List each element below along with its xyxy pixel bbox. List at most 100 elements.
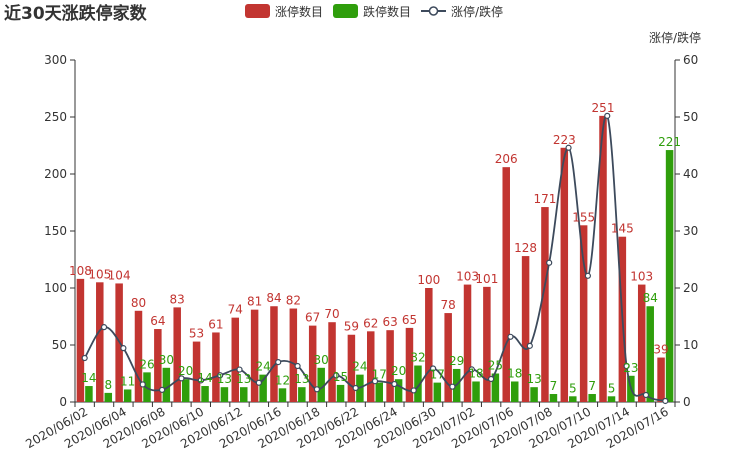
legend-swatch-limit-down [333,4,358,18]
data-label-limit-up: 101 [475,272,498,286]
right-y-tick-label: 60 [683,53,698,67]
ratio-point [604,112,611,119]
ratio-point [217,372,224,379]
bar-limit-down [181,379,190,402]
data-label-limit-up: 67 [305,311,320,325]
data-label-limit-down: 20 [178,364,193,378]
data-label-limit-down: 14 [81,371,96,385]
data-label-limit-up: 53 [189,327,204,341]
bar-limit-down [259,374,267,402]
ratio-point [255,379,262,386]
right-y-tick-label: 20 [683,281,698,295]
data-label-limit-up: 65 [402,313,417,327]
data-label-limit-down: 12 [275,373,290,387]
bar-limit-up [483,286,491,402]
bar-limit-down [491,373,500,402]
data-label-limit-down: 84 [643,291,658,305]
bar-limit-up [444,313,452,402]
bar-limit-up [231,317,240,402]
ratio-point [623,362,630,370]
legend: 涨停数目 跌停数目 涨停/跌停 [245,4,503,19]
bar-limit-down [646,306,654,402]
legend-item-ratio[interactable]: 涨停/跌停 [421,4,503,19]
ratio-point [81,354,88,362]
data-label-limit-up: 78 [441,298,456,312]
right-y-tick-label: 50 [683,110,698,124]
legend-item-limit-down[interactable]: 跌停数目 [333,4,411,19]
data-label-limit-down: 17 [430,368,445,382]
data-label-limit-up: 145 [611,222,634,236]
data-label-limit-down: 11 [120,374,135,388]
bar-limit-up [192,341,201,402]
ratio-point [294,362,301,370]
data-label-limit-down: 24 [352,360,367,374]
data-label-limit-down: 29 [449,354,464,368]
legend-label-ratio: 涨停/跌停 [451,4,503,19]
bar-limit-down [123,389,132,402]
ratio-point [526,342,533,349]
bar-limit-up [328,322,336,402]
data-label-limit-up: 62 [363,316,378,330]
left-y-tick-label: 250 [44,110,67,124]
right-axis-name: 涨停/跌停 [649,30,701,45]
data-label-limit-down: 24 [255,360,270,374]
right-y-tick-label: 40 [683,167,698,181]
data-label-limit-up: 223 [553,133,576,147]
bar-limit-down [607,396,616,402]
right-y-tick-label: 30 [683,224,698,238]
bar-limit-down [85,386,93,402]
bar-limit-down [240,387,248,402]
data-label-limit-down: 26 [139,357,154,371]
ratio-point [642,391,650,399]
ratio-point [120,345,127,352]
ratio-point [158,386,166,393]
right-y-tick-label: 10 [683,338,698,352]
data-label-limit-up: 155 [572,210,595,224]
bar-limit-up [96,282,104,402]
data-label-limit-up: 39 [653,343,668,357]
bar-limit-down [569,396,577,402]
legend-item-limit-up[interactable]: 涨停数目 [245,4,323,19]
data-label-limit-up: 104 [108,268,131,282]
data-label-limit-down: 5 [569,381,577,395]
data-label-limit-down: 18 [507,366,522,380]
left-y-tick-label: 100 [44,281,67,295]
data-label-limit-up: 64 [150,314,165,328]
ratio-point [352,384,359,392]
bar-limit-down [472,381,480,402]
bar-limit-up [250,309,259,402]
data-label-limit-up: 82 [286,294,301,308]
ratio-point [333,372,340,379]
data-label-limit-up: 128 [514,241,537,255]
bar-limit-down [510,381,519,402]
data-label-limit-down: 32 [410,351,425,365]
data-label-limit-up: 206 [495,152,518,166]
ratio-point [584,272,592,279]
bar-limit-down [336,384,345,402]
bar-limit-down [201,386,209,402]
ratio-point [565,144,572,151]
left-y-tick-label: 50 [52,338,67,352]
bar-limit-down [530,387,538,402]
ratio-point [546,259,553,266]
bar-limit-up [579,225,588,402]
data-label-limit-down: 8 [104,378,112,392]
ratio-point [100,324,108,331]
bar-limit-up [541,207,549,402]
ratio-point [507,333,514,340]
left-y-tick-label: 150 [44,224,67,238]
bar-limit-down [317,367,325,402]
bar-limit-up [367,331,375,402]
data-label-limit-down: 7 [550,379,558,393]
data-label-limit-up: 100 [417,273,440,287]
left-y-tick-label: 300 [44,53,67,67]
data-label-limit-down: 7 [588,379,596,393]
data-label-limit-down: 30 [159,353,174,367]
left-y-tick-label: 0 [59,395,67,409]
bar-limit-up [599,115,607,403]
data-label-limit-up: 63 [382,315,397,329]
right-y-tick-label: 0 [683,395,691,409]
bar-limit-up [173,307,181,402]
bar-limit-down [162,367,171,402]
